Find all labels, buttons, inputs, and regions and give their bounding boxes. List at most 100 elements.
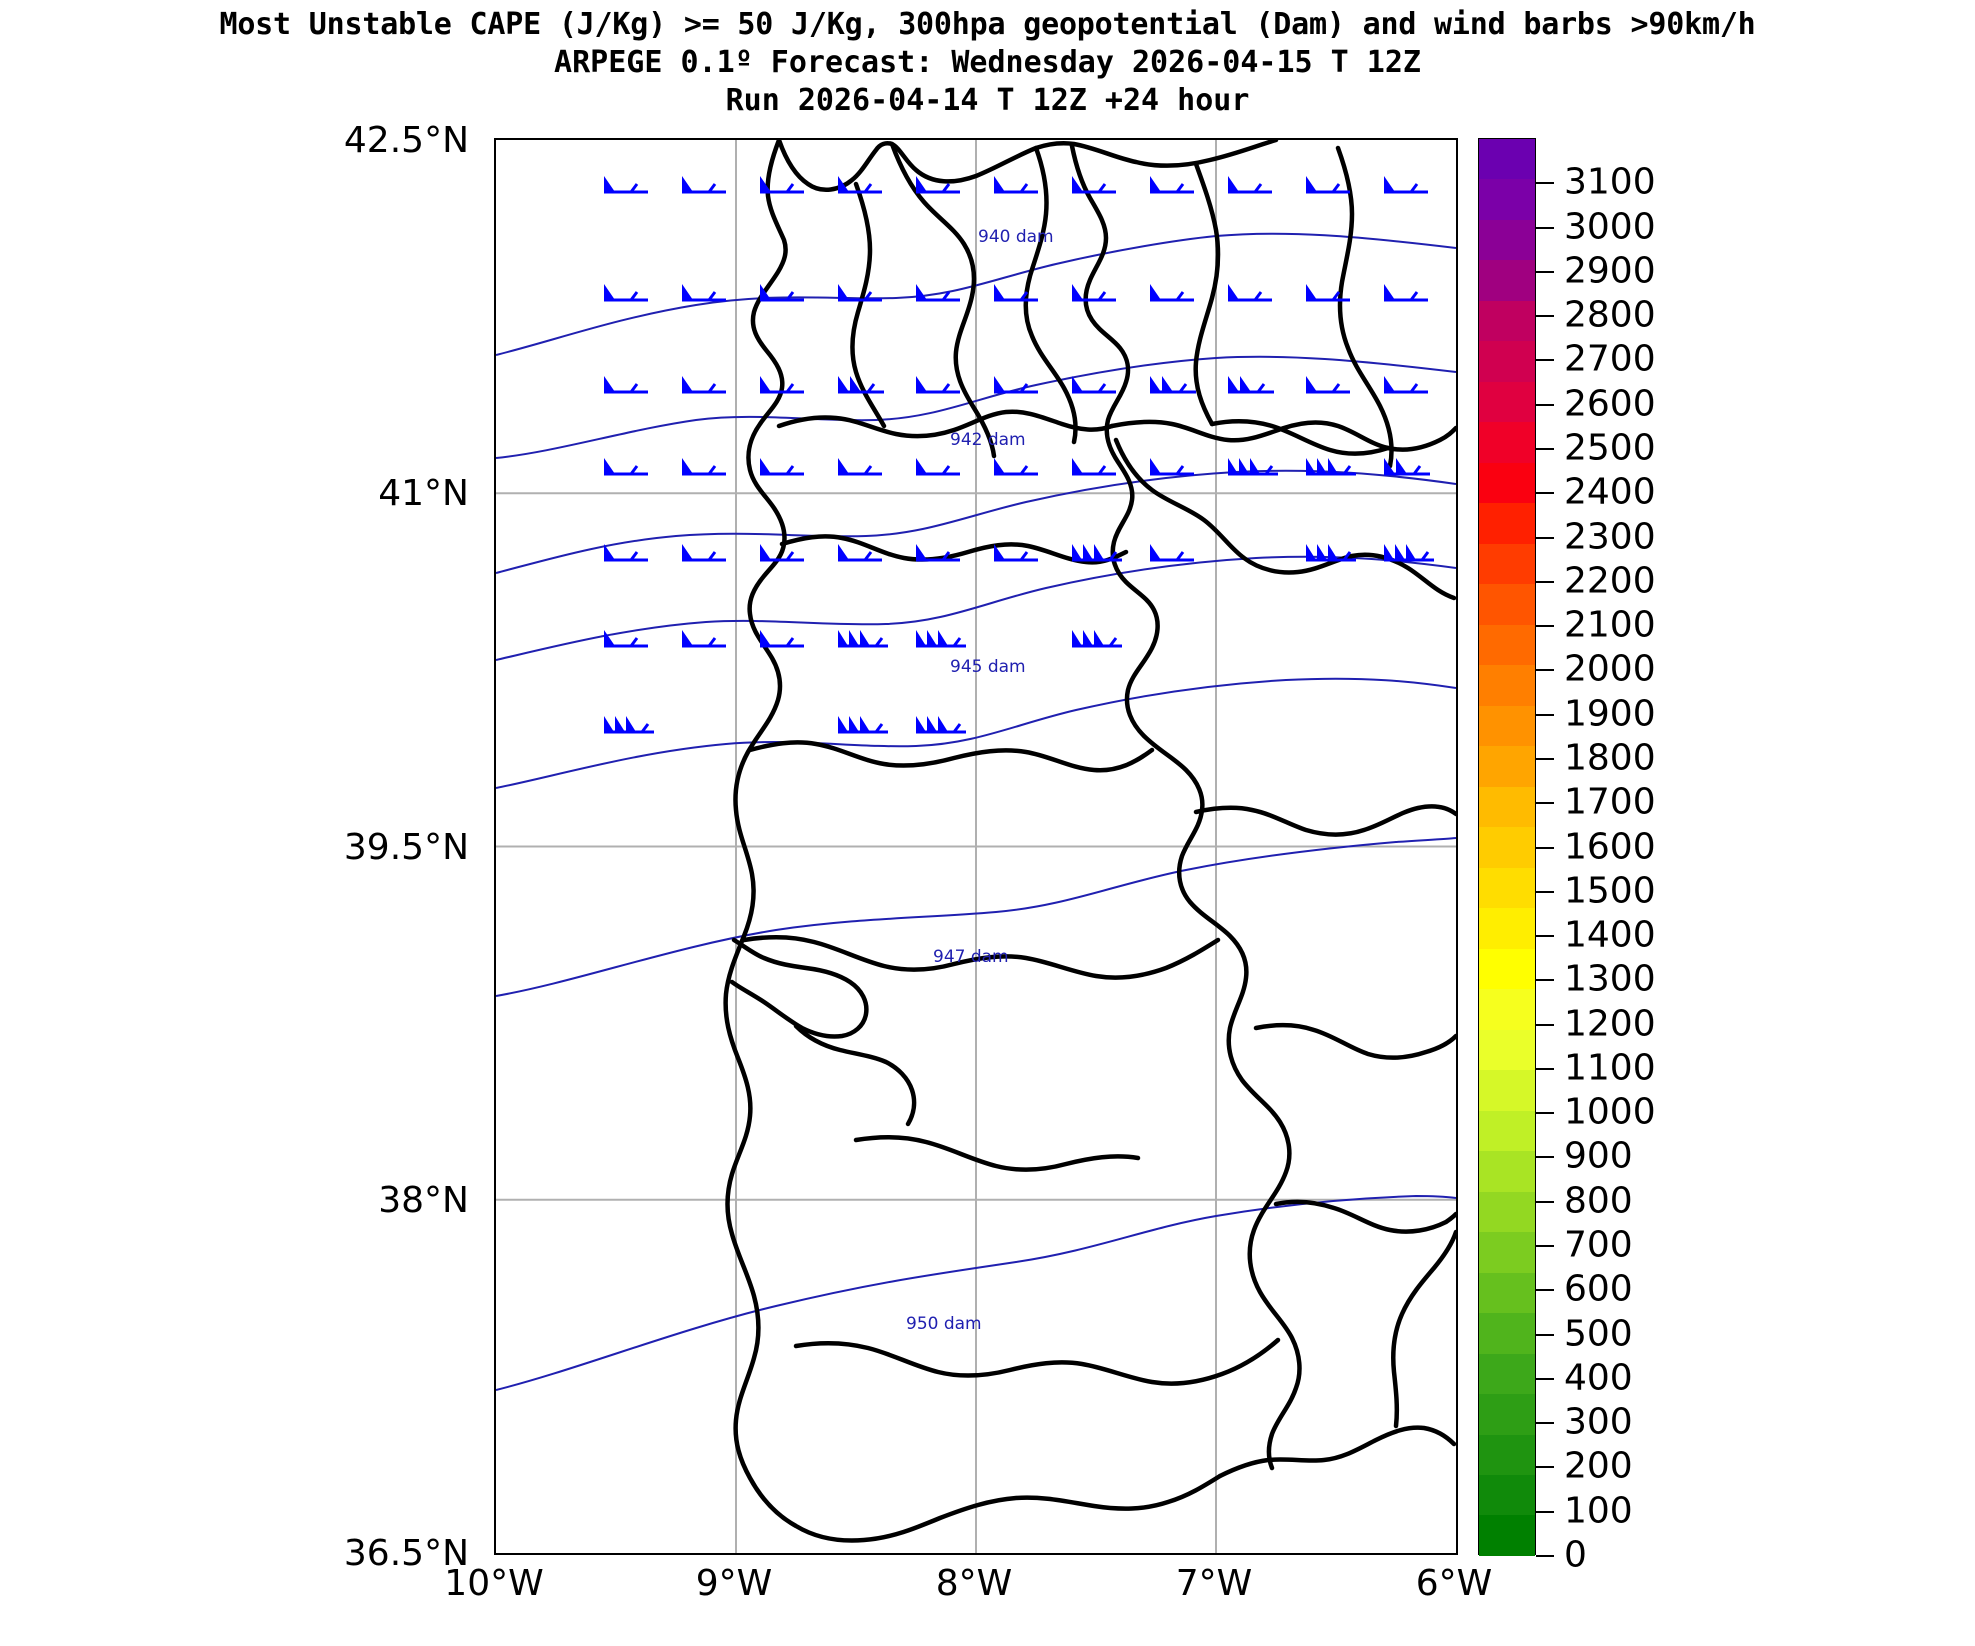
colorbar-tick-mark <box>1536 226 1554 229</box>
colorbar-tick-mark <box>1536 1023 1554 1026</box>
x-tick-7w: 7°W <box>1175 1563 1253 1604</box>
colorbar-tick-label: 1900 <box>1564 693 1656 735</box>
colorbar-tick-label: 3000 <box>1564 206 1656 248</box>
map-plot-area[interactable]: 940 dam 942 dam 945 dam 947 dam 950 dam <box>494 138 1458 1555</box>
colorbar-tick-label: 1300 <box>1564 958 1656 1000</box>
colorbar-segment <box>1479 543 1535 585</box>
border-galicia-castilla <box>776 409 1115 439</box>
colorbar-segment <box>1479 786 1535 828</box>
border-pt-alentejo-algarve <box>793 1337 1281 1386</box>
contour-943 <box>496 555 1456 661</box>
colorbar-segment <box>1479 503 1535 544</box>
colorbar-segment <box>1479 462 1535 504</box>
colorbar-tick-label: 1100 <box>1564 1047 1656 1089</box>
colorbar[interactable] <box>1478 138 1536 1556</box>
colorbar-tick-mark <box>1536 802 1554 805</box>
colorbar-segment <box>1479 1151 1535 1192</box>
colorbar-tick-label: 2800 <box>1564 294 1656 336</box>
border-pt-lisboa-alentejo <box>741 934 1221 980</box>
y-tick-39-5: 39.5°N <box>343 827 469 868</box>
colorbar-tick-label: 3100 <box>1564 161 1656 203</box>
border-extremadura-north <box>1193 804 1456 837</box>
contour-947 <box>496 837 1456 997</box>
colorbar-tick-label: 100 <box>1564 1490 1633 1532</box>
colorbar-tick-label: 2300 <box>1564 516 1656 558</box>
colorbar-segment <box>1479 300 1535 342</box>
colorbar-segment <box>1479 1474 1535 1516</box>
colorbar-tick-mark <box>1536 1422 1554 1425</box>
colorbar-segment <box>1479 746 1535 787</box>
contour-label-950: 950 dam <box>906 1314 982 1334</box>
colorbar-tick-label: 1700 <box>1564 781 1656 823</box>
coastline-south-algarve <box>1217 1425 1456 1479</box>
colorbar-segment <box>1479 989 1535 1030</box>
wind-barb-layer <box>602 174 1436 734</box>
colorbar-tick-mark <box>1536 669 1554 672</box>
colorbar-tick-label: 1800 <box>1564 737 1656 779</box>
colorbar-ticks: 3100 3000 2900 2800 2700 2600 2500 2400 2300 2200… <box>1478 138 1975 1576</box>
colorbar-tick-mark <box>1536 1377 1554 1380</box>
colorbar-tick-mark <box>1536 315 1554 318</box>
colorbar-tick-mark <box>1536 359 1554 362</box>
x-tick-9w: 9°W <box>695 1563 773 1604</box>
colorbar-segment <box>1479 1272 1535 1314</box>
colorbar-segment <box>1479 1070 1535 1111</box>
contour-945 <box>496 677 1456 789</box>
colorbar-segment <box>1479 1434 1535 1475</box>
contour-950 <box>496 1194 1456 1391</box>
colorbar-tick-label: 2000 <box>1564 648 1656 690</box>
colorbar-segment <box>1479 624 1535 666</box>
colorbar-tick-label: 1600 <box>1564 826 1656 867</box>
colorbar-tick-mark <box>1536 1245 1554 1248</box>
colorbar-segment <box>1479 179 1535 220</box>
colorbar-tick-label: 1000 <box>1564 1091 1656 1133</box>
colorbar-tick-label: 700 <box>1564 1224 1633 1266</box>
colorbar-tick-mark <box>1536 1200 1554 1203</box>
colorbar-segment <box>1479 948 1535 990</box>
map-gridlines <box>496 140 1456 1553</box>
colorbar-tick-label: 1200 <box>1564 1003 1656 1045</box>
colorbar-tick-label: 300 <box>1564 1401 1633 1443</box>
geopotential-contours <box>496 232 1456 1391</box>
sado-estuary <box>793 1023 917 1127</box>
colorbar-tick-mark <box>1536 1156 1554 1159</box>
colorbar-tick-mark <box>1536 890 1554 893</box>
colorbar-tick-mark <box>1536 1466 1554 1469</box>
colorbar-segment <box>1479 584 1535 625</box>
coastline-north <box>776 140 1279 193</box>
colorbar-tick-label: 2500 <box>1564 427 1656 469</box>
colorbar-segment <box>1479 1394 1535 1435</box>
colorbar-tick-mark <box>1536 536 1554 539</box>
colorbar-segment <box>1479 1353 1535 1395</box>
colorbar-segment <box>1479 1029 1535 1071</box>
colorbar-tick-label: 500 <box>1564 1313 1633 1355</box>
x-tick-6w: 6°W <box>1415 1563 1493 1604</box>
colorbar-segment <box>1479 705 1535 747</box>
border-pt-north-centre <box>779 534 1129 565</box>
y-tick-41: 41°N <box>378 473 469 514</box>
colorbar-tick-mark <box>1536 492 1554 495</box>
colorbar-tick-mark <box>1536 182 1554 185</box>
map-borders <box>723 140 1456 1543</box>
colorbar-segment <box>1479 665 1535 706</box>
border-asturias-leon <box>1109 419 1456 452</box>
colorbar-tick-label: 400 <box>1564 1357 1633 1399</box>
border-cyl-internal-3 <box>1209 419 1391 456</box>
colorbar-tick-label: 2400 <box>1564 471 1656 513</box>
border-galicia-internal-1 <box>850 181 887 429</box>
colorbar-tick-mark <box>1536 1555 1554 1557</box>
colorbar-segment <box>1479 1313 1535 1354</box>
border-pt-centre <box>747 740 1155 773</box>
contour-label-942: 942 dam <box>950 430 1026 450</box>
colorbar-tick-label: 2900 <box>1564 250 1656 292</box>
y-tick-36-5: 36.5°N <box>343 1533 469 1574</box>
colorbar-tick-label: 900 <box>1564 1135 1633 1177</box>
colorbar-segment <box>1479 867 1535 909</box>
border-cyl-internal-2 <box>1335 145 1394 469</box>
contour-942 <box>496 469 1456 574</box>
colorbar-segment <box>1479 827 1535 868</box>
x-tick-10w: 10°W <box>444 1563 544 1604</box>
colorbar-tick-mark <box>1536 846 1554 849</box>
colorbar-segment <box>1479 908 1535 949</box>
colorbar-tick-label: 2100 <box>1564 604 1656 646</box>
